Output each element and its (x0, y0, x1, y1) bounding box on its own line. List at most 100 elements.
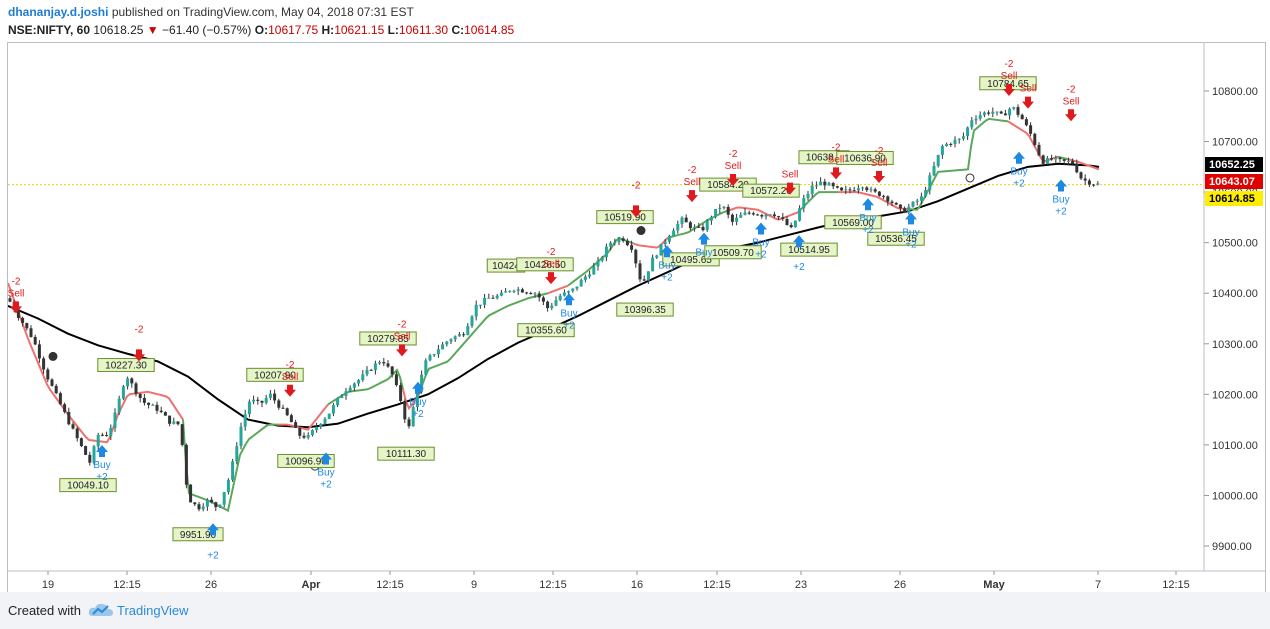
candle-body (1096, 183, 1100, 185)
candle-body (302, 435, 306, 438)
candle-body (319, 423, 323, 427)
buy-label: Buy (409, 397, 426, 408)
candle (105, 431, 109, 437)
candle-body (256, 399, 260, 401)
candle-body (298, 427, 302, 436)
level-label-box (277, 453, 335, 468)
level-label-box (516, 257, 574, 272)
candle (1033, 132, 1037, 147)
buy-label: Buy (560, 308, 577, 319)
candle-body (231, 461, 235, 480)
sell-value: -2 (135, 324, 144, 335)
candle (949, 142, 953, 147)
pivot-marker (965, 173, 975, 183)
author-link[interactable]: dhananjay.d.joshi (8, 5, 109, 19)
sell-signal: Sell-2 (1063, 84, 1079, 122)
x-tick-label: 26 (205, 579, 217, 591)
candle-body (504, 291, 508, 293)
candle-body (642, 279, 646, 281)
candle (823, 178, 827, 190)
candle (75, 426, 79, 442)
buy-arrow-icon (1013, 151, 1025, 164)
candle-body (819, 181, 823, 186)
candle (541, 295, 545, 306)
x-tick-label: 12:15 (1162, 579, 1190, 591)
candle (29, 325, 33, 338)
candle-body (982, 112, 986, 116)
candle (1037, 142, 1041, 157)
x-tick-label: 26 (894, 579, 906, 591)
candle (579, 278, 583, 287)
candle-body (919, 196, 923, 201)
candle-body (117, 398, 121, 413)
candle-body (911, 201, 915, 207)
candle-body (1012, 107, 1016, 109)
price-badge-box (1205, 157, 1263, 172)
sell-label: Sell (543, 259, 560, 270)
trailing-stop-line (632, 236, 669, 249)
candle (550, 302, 554, 311)
candle (121, 384, 125, 401)
candle-body (407, 419, 411, 427)
footer: Created with TradingView (0, 592, 1270, 629)
candle (924, 186, 928, 198)
candle-body (558, 295, 562, 301)
candle-body (373, 363, 377, 371)
candle (357, 379, 361, 387)
candle-body (235, 446, 239, 462)
buy-label: Buy (1052, 195, 1069, 206)
tradingview-link[interactable]: TradingView (117, 603, 189, 618)
candle (1075, 159, 1079, 174)
candle (861, 186, 865, 192)
candle-body (378, 362, 382, 364)
candle-body (327, 413, 331, 419)
buy-label: Buy (752, 238, 769, 249)
candle (92, 444, 96, 465)
candle (1012, 106, 1016, 111)
candle (676, 220, 680, 234)
candle-body (168, 415, 172, 424)
candle-body (50, 379, 54, 386)
buy-label: Buy (695, 248, 712, 259)
candle (911, 201, 915, 208)
candle (424, 358, 428, 376)
chart-pane[interactable]: 9900.00 10000.00 10100.00 10200.00 10300.00 1… (7, 42, 1266, 594)
candle (1024, 116, 1028, 127)
candle-body (663, 241, 667, 245)
candle-body (1058, 157, 1062, 160)
candle (798, 205, 802, 222)
candle-body (252, 399, 256, 402)
candle (151, 403, 155, 406)
buy-label: Buy (902, 227, 919, 238)
candle (373, 360, 377, 375)
candle-body (1092, 184, 1096, 186)
price-chart[interactable]: 9900.00 10000.00 10100.00 10200.00 10300.00 1… (8, 43, 1265, 593)
candle (768, 214, 772, 216)
candle (697, 222, 701, 228)
candle-body (487, 297, 491, 299)
candle-body (844, 189, 848, 191)
candle (537, 291, 541, 302)
symbol-label[interactable]: NSE:NIFTY, 60 (8, 23, 91, 37)
candle (520, 287, 524, 293)
candle (432, 353, 436, 357)
candle (516, 286, 520, 296)
tradingview-cloud-icon[interactable] (88, 602, 114, 618)
candle (176, 421, 180, 426)
sell-arrow-icon (284, 384, 296, 397)
candle-body (987, 112, 991, 114)
candle-body (352, 383, 356, 388)
trailing-stop-line (1067, 158, 1100, 171)
candle-body (344, 391, 348, 396)
candle (978, 111, 982, 121)
candle-body (369, 369, 373, 371)
candle-body (420, 374, 424, 392)
candle (714, 208, 718, 219)
candle-body (1054, 157, 1058, 160)
candle (886, 195, 890, 206)
candle-body (894, 202, 898, 205)
candle (936, 154, 940, 168)
candle-body (609, 242, 613, 247)
candle (810, 181, 814, 198)
candle (680, 216, 684, 228)
